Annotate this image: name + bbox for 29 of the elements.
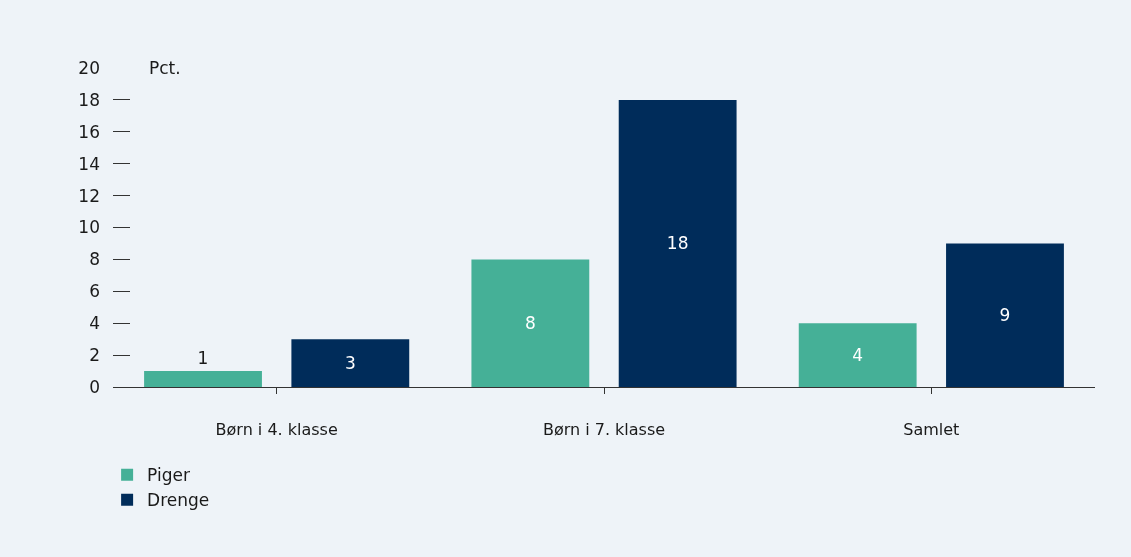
y-tick-label: 14 [78,153,100,174]
data-label: 8 [524,313,536,334]
legend-label: Piger [147,465,190,486]
y-axis-title: Pct. [149,58,181,78]
bar [798,323,917,387]
bar [471,259,590,387]
bar [618,99,737,387]
bar [144,371,262,387]
y-tick-label: 20 [78,57,100,78]
bar [291,339,410,387]
data-label: 3 [344,353,356,374]
y-tick-label: 12 [78,185,100,206]
y-tick-label: 8 [89,249,100,270]
legend-label: Drenge [147,490,210,511]
y-tick-label: 6 [89,281,100,302]
data-label: 4 [852,345,864,366]
x-tick-label: Børn i 7. klasse [542,420,666,440]
bar [946,243,1064,387]
data-label: 1 [197,348,209,369]
x-tick-label: Børn i 4. klasse [215,420,338,440]
data-label: 18 [666,233,689,254]
y-tick-label: 10 [78,217,100,238]
y-tick-label: 16 [78,121,100,142]
data-label: 9 [999,305,1011,326]
y-tick-label: 0 [89,376,100,397]
y-tick-label: 2 [89,345,100,366]
x-tick-label: Samlet [903,420,960,440]
y-tick-label: 18 [78,89,100,110]
y-tick-label: 4 [89,313,100,334]
